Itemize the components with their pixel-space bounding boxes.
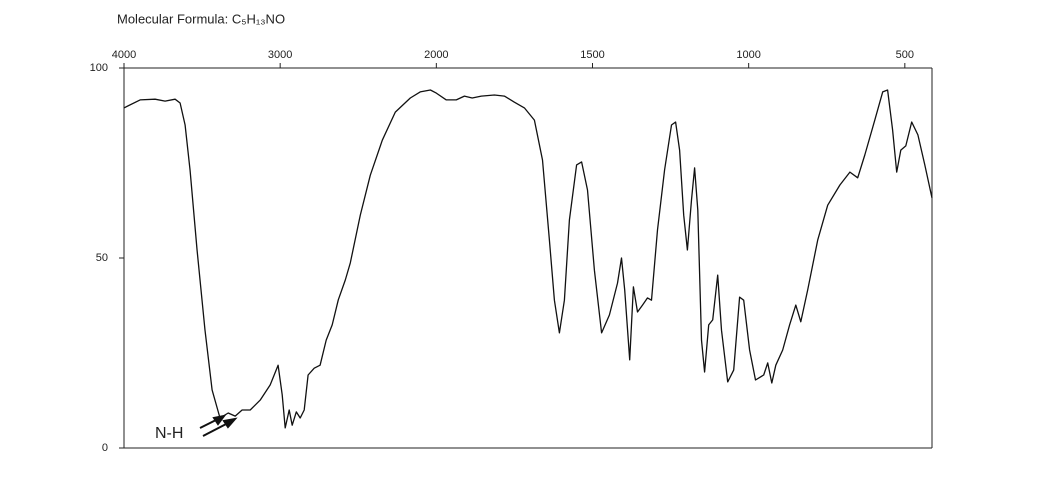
annotation: N-H — [155, 425, 183, 442]
x-tick-label: 2000 — [424, 49, 448, 61]
spectrum-line — [123, 89, 933, 429]
annotation-arrows — [199, 414, 238, 437]
x-tick-label: 500 — [896, 49, 914, 61]
x-tick-label: 3000 — [268, 49, 292, 61]
x-tick-label: 1000 — [736, 49, 760, 61]
y-tick-label: 0 — [102, 442, 108, 454]
y-tick-label: 50 — [96, 252, 108, 264]
y-tick-label: 100 — [90, 62, 108, 74]
x-tick-label: 1500 — [580, 49, 604, 61]
x-tick-label: 4000 — [112, 49, 136, 61]
chart-title: Molecular Formula: C₅H₁₃NO — [117, 11, 285, 26]
